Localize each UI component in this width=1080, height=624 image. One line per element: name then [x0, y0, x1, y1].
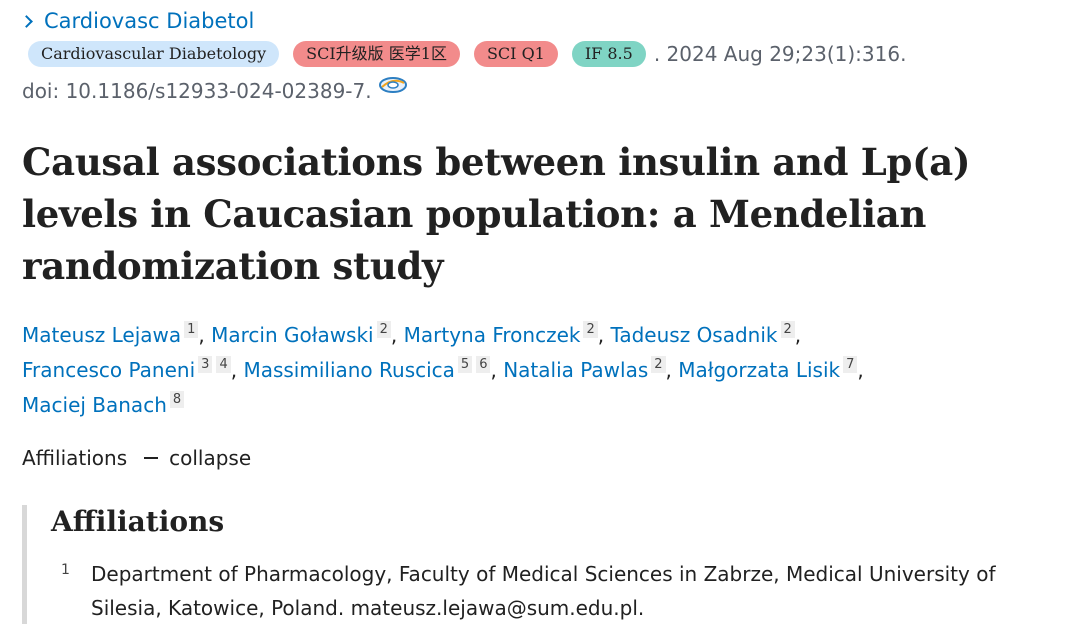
author-link[interactable]: Tadeusz Osadnik	[610, 323, 778, 347]
sci-quartile-badge[interactable]: SCI Q1	[473, 41, 558, 67]
affiliation-ref[interactable]: 4	[216, 356, 231, 373]
affiliation-ref[interactable]: 7	[843, 356, 858, 373]
affiliations-toggle[interactable]: Affiliations collapse	[22, 442, 251, 474]
journal-link-label: Cardiovasc Diabetol	[44, 9, 255, 33]
author-separator: ,	[198, 323, 212, 347]
author-separator: ,	[490, 358, 504, 382]
author-link[interactable]: Mateusz Lejawa	[22, 323, 182, 347]
citation-line: Cardiovascular Diabetology SCI升级版 医学1区 S…	[28, 40, 906, 68]
affiliation-number: 1	[61, 562, 70, 578]
affiliation-ref[interactable]: 2	[651, 356, 666, 373]
author-separator: ,	[597, 323, 611, 347]
citation-date: . 2024 Aug 29;23(1):316.	[653, 42, 907, 66]
affiliation-item: 1 Department of Pharmacology, Faculty of…	[61, 557, 1051, 624]
collapse-link[interactable]: collapse	[169, 446, 252, 470]
author-separator: ,	[390, 323, 404, 347]
journal-link[interactable]: Cardiovasc Diabetol	[20, 7, 255, 35]
affiliation-ref[interactable]: 2	[376, 321, 391, 338]
author-link[interactable]: Francesco Paneni	[22, 358, 196, 382]
author-link[interactable]: Massimiliano Ruscica	[243, 358, 455, 382]
author-link[interactable]: Małgorzata Lisik	[678, 358, 841, 382]
chevron-right-icon	[20, 15, 33, 28]
affiliations-heading: Affiliations	[51, 505, 225, 538]
affiliation-ref[interactable]: 2	[583, 321, 598, 338]
article-title: Causal associations between insulin and …	[22, 140, 971, 288]
minus-icon	[144, 457, 159, 459]
author-link[interactable]: Marcin Goławski	[211, 323, 374, 347]
doi-line: doi: 10.1186/s12933-024-02389-7.	[22, 76, 408, 106]
author-separator: ,	[794, 323, 802, 347]
sci-upgrade-badge[interactable]: SCI升级版 医学1区	[293, 41, 460, 67]
fulltext-link-icon[interactable]	[378, 74, 408, 96]
author-link[interactable]: Martyna Fronczek	[403, 323, 581, 347]
author-separator: ,	[665, 358, 679, 382]
affiliation-ref[interactable]: 6	[476, 356, 491, 373]
affiliation-text: Department of Pharmacology, Faculty of M…	[91, 562, 996, 620]
affiliations-toggle-label: Affiliations	[22, 446, 128, 470]
author-separator: ,	[857, 358, 864, 382]
affiliation-ref[interactable]: 8	[169, 391, 185, 408]
doi-text[interactable]: doi: 10.1186/s12933-024-02389-7.	[22, 79, 372, 103]
journal-badge[interactable]: Cardiovascular Diabetology	[28, 41, 280, 67]
author-link[interactable]: Maciej Banach	[22, 393, 167, 417]
affiliations-panel: Affiliations 1 Department of Pharmacolog…	[22, 505, 1062, 624]
affiliation-ref[interactable]: 5	[457, 356, 473, 373]
author-link[interactable]: Natalia Pawlas	[503, 358, 649, 382]
affiliation-ref[interactable]: 1	[184, 321, 199, 338]
author-list: Mateusz Lejawa 1, Marcin Goławski 2, Marty…	[22, 318, 1042, 423]
impact-factor-badge[interactable]: IF 8.5	[571, 41, 646, 67]
affiliation-ref[interactable]: 2	[780, 321, 795, 338]
affiliation-ref[interactable]: 3	[198, 356, 213, 373]
author-separator: ,	[230, 358, 244, 382]
